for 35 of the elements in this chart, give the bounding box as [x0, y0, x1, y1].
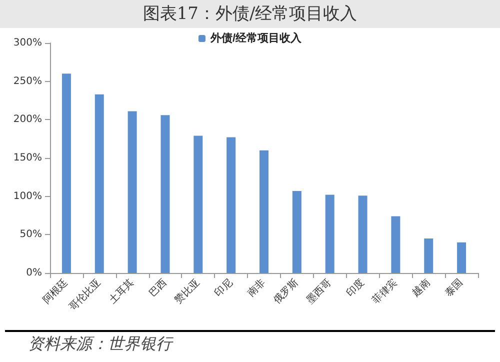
x-tick-label: 南非: [245, 276, 268, 300]
bar: [260, 150, 268, 273]
x-tick-label: 泰国: [444, 277, 466, 300]
bar: [128, 111, 137, 273]
x-tick-label: 俄罗斯: [271, 276, 301, 306]
bar: [391, 216, 400, 273]
bar: [226, 137, 236, 273]
bar: [292, 190, 302, 273]
y-tick-label: 300%: [13, 38, 42, 48]
x-tick-label: 土耳其: [106, 276, 136, 306]
bar: [457, 242, 466, 273]
bar: [62, 74, 71, 273]
x-tick-label: 赞比亚: [172, 276, 202, 306]
x-tick-label: 印尼: [212, 276, 235, 300]
y-tick-label: 50%: [20, 229, 42, 240]
bar: [160, 115, 170, 273]
bar: [194, 136, 203, 273]
legend-label: 外债/经常项目收入: [209, 32, 303, 44]
x-tick-label: 越南: [410, 276, 433, 300]
text: 资料来源：世界银行: [28, 334, 172, 355]
bar: [358, 196, 368, 273]
x-tick-label: 印度: [344, 276, 367, 300]
y-tick-label: 0%: [26, 268, 42, 278]
y-tick-label: 250%: [13, 76, 42, 87]
y-tick-label: 100%: [13, 190, 42, 202]
x-tick-label: 菲律宾: [370, 276, 400, 306]
bar: [325, 194, 334, 273]
bar: [424, 238, 434, 273]
y-tick-label: 150%: [13, 152, 42, 164]
x-tick-label: 墨西哥: [304, 277, 334, 306]
x-tick-label: 巴西: [147, 277, 170, 300]
x-tick-label: 哥伦比亚: [66, 276, 104, 314]
bar: [94, 94, 104, 273]
y-tick-label: 200%: [13, 114, 42, 126]
chart-title: 图表17：外债/经常项目收入: [0, 0, 500, 28]
